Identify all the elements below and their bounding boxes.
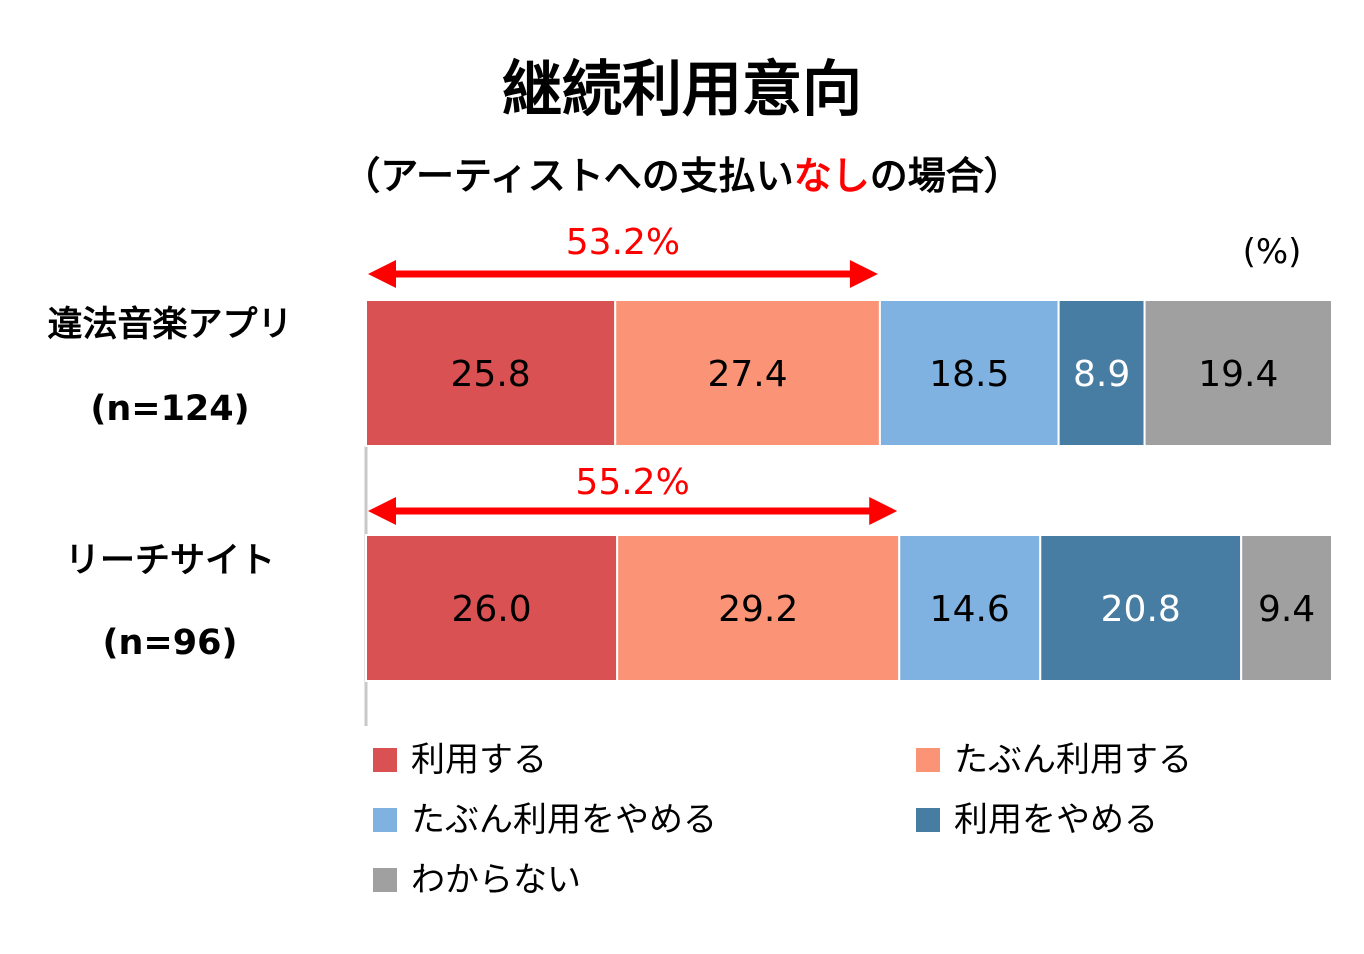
data-label-reach-site-use: 26.0 <box>452 589 532 630</box>
data-label-reach-site-probably-stop: 14.6 <box>930 589 1010 630</box>
data-label-reach-site-probably-use: 29.2 <box>718 589 798 630</box>
legend-item-use: 利用する <box>373 738 547 782</box>
data-label-illegal-app-unknown: 19.4 <box>1198 354 1278 395</box>
legend-swatch-probably-stop <box>373 808 397 832</box>
legend-item-unknown: わからない <box>373 858 581 902</box>
arrow-head-left-reach-site <box>368 497 396 525</box>
annotation-label-illegal-app: 53.2% <box>566 222 680 263</box>
bar-reach-site-probably-stop <box>898 534 1042 682</box>
bar-illegal-app-unknown <box>1143 299 1333 447</box>
arrow-head-right-reach-site <box>869 497 898 525</box>
bar-reach-site-use <box>365 534 619 682</box>
data-label-reach-site-unknown: 9.4 <box>1258 589 1315 630</box>
legend-swatch-unknown <box>373 868 397 892</box>
legend-label-unknown: わからない <box>411 860 581 900</box>
arrow-head-left-illegal-app <box>368 260 396 288</box>
subtitle-prefix: （アーティストへの支払い <box>342 154 794 198</box>
row-label-reach-site-n: (n=96) <box>102 623 238 663</box>
legend-label-stop: 利用をやめる <box>954 800 1158 840</box>
legend-item-probably-use: たぶん利用する <box>916 738 1192 782</box>
data-label-reach-site-stop: 20.8 <box>1101 589 1181 630</box>
bar-illegal-app-use <box>365 299 617 447</box>
bar-reach-site-stop <box>1039 534 1243 682</box>
row-label-reach-site-name: リーチサイト <box>64 541 275 581</box>
bar-reach-site-probably-use <box>616 534 901 682</box>
legend-item-probably-stop: たぶん利用をやめる <box>373 798 717 842</box>
legend-label-use: 利用する <box>411 740 547 780</box>
legend-item-stop: 利用をやめる <box>916 798 1158 842</box>
subtitle-suffix: の場合） <box>869 154 1022 198</box>
data-label-illegal-app-probably-stop: 18.5 <box>929 354 1009 395</box>
annotation-label-reach-site: 55.2% <box>575 462 689 503</box>
legend-label-probably-use: たぶん利用する <box>954 740 1192 780</box>
legend-swatch-stop <box>916 808 940 832</box>
bar-illegal-app-probably-stop <box>878 299 1060 447</box>
data-label-illegal-app-probably-use: 27.4 <box>707 354 787 395</box>
data-label-illegal-app-use: 25.8 <box>451 354 531 395</box>
bar-reach-site-unknown <box>1240 534 1334 682</box>
bar-illegal-app-stop <box>1057 299 1146 447</box>
legend-swatch-probably-use <box>916 748 940 772</box>
chart-subtitle: （アーティストへの支払いなしの場合） <box>0 146 1364 206</box>
chart-title: 継続利用意向 <box>502 55 862 125</box>
row-label-illegal-app-name: 違法音楽アプリ <box>47 305 293 345</box>
row-label-illegal-app-n: (n=124) <box>90 389 250 429</box>
subtitle-highlight: なし <box>793 154 870 198</box>
unit-label: (%) <box>1242 232 1302 272</box>
data-label-illegal-app-stop: 8.9 <box>1073 354 1130 395</box>
legend-swatch-use <box>373 748 397 772</box>
arrow-head-right-illegal-app <box>849 260 878 288</box>
legend-label-probably-stop: たぶん利用をやめる <box>411 800 717 840</box>
